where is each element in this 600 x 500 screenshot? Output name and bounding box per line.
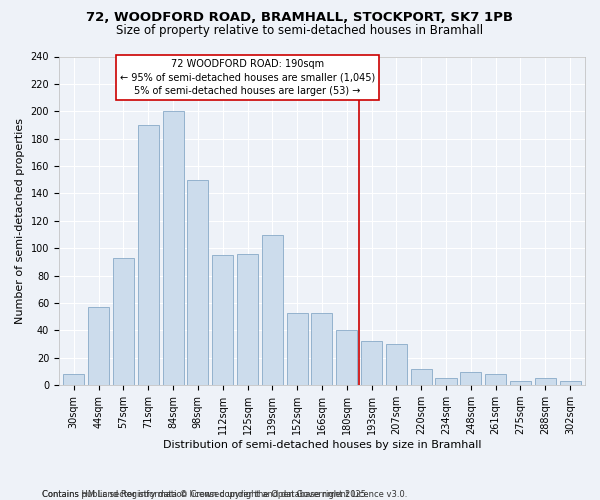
Bar [560, 381, 581, 385]
Bar [510, 381, 531, 385]
Bar [262, 234, 283, 385]
Text: 72 WOODFORD ROAD: 190sqm
← 95% of semi-detached houses are smaller (1,045)
5% of: 72 WOODFORD ROAD: 190sqm ← 95% of semi-d… [120, 59, 375, 96]
Bar [410, 369, 432, 385]
Bar [88, 307, 109, 385]
Bar [137, 125, 159, 385]
Text: 72, WOODFORD ROAD, BRAMHALL, STOCKPORT, SK7 1PB: 72, WOODFORD ROAD, BRAMHALL, STOCKPORT, … [86, 11, 514, 24]
Bar [386, 344, 407, 385]
Bar [361, 342, 382, 385]
Y-axis label: Number of semi-detached properties: Number of semi-detached properties [15, 118, 25, 324]
Bar [63, 374, 85, 385]
Bar [311, 312, 332, 385]
Text: Contains HM Land Registry data © Crown copyright and database right 2025.: Contains HM Land Registry data © Crown c… [42, 490, 368, 499]
Text: Size of property relative to semi-detached houses in Bramhall: Size of property relative to semi-detach… [116, 24, 484, 37]
Bar [436, 378, 457, 385]
Bar [336, 330, 358, 385]
Bar [485, 374, 506, 385]
Bar [287, 312, 308, 385]
Bar [535, 378, 556, 385]
X-axis label: Distribution of semi-detached houses by size in Bramhall: Distribution of semi-detached houses by … [163, 440, 481, 450]
Bar [212, 255, 233, 385]
Bar [237, 254, 258, 385]
Bar [163, 112, 184, 385]
Bar [187, 180, 208, 385]
Text: Contains public sector information licensed under the Open Government Licence v3: Contains public sector information licen… [42, 480, 407, 499]
Bar [113, 258, 134, 385]
Bar [460, 372, 481, 385]
